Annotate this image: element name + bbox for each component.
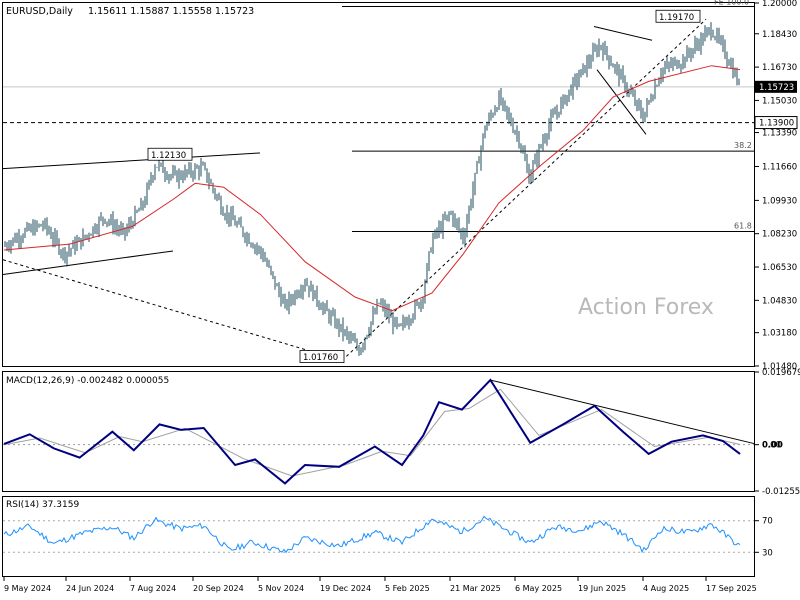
macd-y-tick-label: -0.012552 — [762, 487, 800, 497]
x-axis: 9 May 2024 24 Jun 2024 7 Aug 2024 20 Sep 20… — [3, 577, 757, 593]
rsi-y-tick-label: 70 — [762, 517, 773, 527]
price-y-tick-label: 1.08230 — [762, 230, 797, 240]
ohlc-values: 1.15611 1.15887 1.15558 1.15723 — [88, 6, 254, 17]
price-candles — [4, 22, 740, 356]
price-annotation-label: 1.19170 — [659, 13, 694, 23]
macd-current-value-label: 0.00 — [762, 441, 783, 451]
price-annotation-label: 1.01760 — [303, 353, 338, 363]
rsi-panel-frame — [2, 496, 755, 577]
x-tick-label: 6 May 2025 — [515, 584, 562, 593]
price-y-tick-label: 1.01480 — [762, 362, 797, 372]
support-level-tag-label: 1.13900 — [759, 119, 794, 129]
price-y-tick-label: 1.04830 — [762, 296, 797, 306]
macd-divergence-trendline — [490, 379, 755, 445]
rsi-y-tick-label: 30 — [762, 548, 773, 558]
panel-frames — [2, 2, 755, 577]
price-y-tick-label: 1.20000 — [762, 0, 797, 9]
x-tick-label: 7 Aug 2024 — [130, 584, 176, 593]
price-y-tick-label: 1.09930 — [762, 196, 797, 206]
price-y-tick-label: 1.18430 — [762, 30, 797, 40]
fe-100-level-label: FE 100.0 — [714, 0, 749, 7]
sma-series — [3, 65, 741, 312]
current-price-tag-label: 1.15723 — [759, 83, 794, 93]
macd-title: MACD(12,26,9) -0.002482 0.000055 — [6, 376, 169, 386]
x-tick-label: 19 Dec 2024 — [320, 584, 371, 593]
header: EURUSD,Daily 1.15611 1.15887 1.15558 1.1… — [6, 6, 254, 17]
price-annotation-box — [147, 147, 193, 161]
flag-upper-trendline — [593, 26, 653, 41]
price-annotation-box — [299, 350, 345, 363]
lower-channel-trendline — [2, 250, 174, 275]
rsi-line — [3, 515, 741, 554]
dashed-decline-trendline — [2, 259, 343, 361]
price-y-tick-label: 1.03180 — [762, 329, 797, 339]
rsi-title: RSI(14) 37.3159 — [6, 500, 79, 510]
fib-61.8-level-label: 61.8 — [734, 222, 752, 231]
x-tick-label: 4 Aug 2025 — [643, 584, 689, 593]
price-y-tick-label: 1.11660 — [762, 162, 797, 172]
price-y-tick-label: 1.15030 — [762, 96, 797, 106]
dashed-rally-trendline — [341, 18, 707, 361]
x-tick-label: 21 Mar 2025 — [450, 584, 501, 593]
watermark: Action Forex — [578, 295, 714, 320]
sma-line — [3, 65, 741, 312]
x-tick-label: 19 Jun 2025 — [578, 584, 626, 593]
rsi-panel: 70 30 — [3, 515, 773, 558]
x-tick-label: 20 Sep 2024 — [193, 584, 244, 593]
price-annotations: 1.19170 1.12130 1.01760 — [147, 9, 701, 363]
price-y-tick-label: 1.16730 — [762, 63, 797, 73]
price-y-axis: 1.20000 1.18430 1.16730 1.15030 1.13390 1.116… — [754, 0, 798, 372]
price-levels: FE 100.0 38.2 61.8 — [3, 0, 754, 233]
price-annotation-box — [655, 9, 701, 23]
price-y-tick-label: 1.13390 — [762, 129, 797, 139]
macd-y-tick-label: 0.019679 — [762, 368, 800, 378]
flag-lower-trendline — [596, 69, 647, 135]
x-tick-label: 9 May 2024 — [4, 584, 51, 593]
macd-y-tick-label: 0.00 — [762, 441, 781, 451]
macd-panel-frame — [2, 371, 755, 492]
price-annotation-label: 1.12130 — [151, 151, 186, 161]
price-trendlines — [2, 18, 707, 361]
price-y-tick-label: 1.06530 — [762, 263, 797, 273]
fib-38.2-level-label: 38.2 — [734, 141, 752, 150]
macd-line — [3, 378, 741, 485]
support-level-tag — [754, 116, 798, 130]
symbol-label: EURUSD,Daily — [6, 6, 73, 17]
x-tick-label: 17 Sep 2025 — [706, 584, 757, 593]
x-tick-label: 24 Jun 2024 — [66, 584, 114, 593]
current-price-tag — [755, 80, 797, 93]
upper-channel-trendline — [2, 152, 261, 170]
x-tick-label: 5 Nov 2024 — [258, 584, 304, 593]
x-tick-label: 5 Feb 2025 — [385, 584, 430, 593]
